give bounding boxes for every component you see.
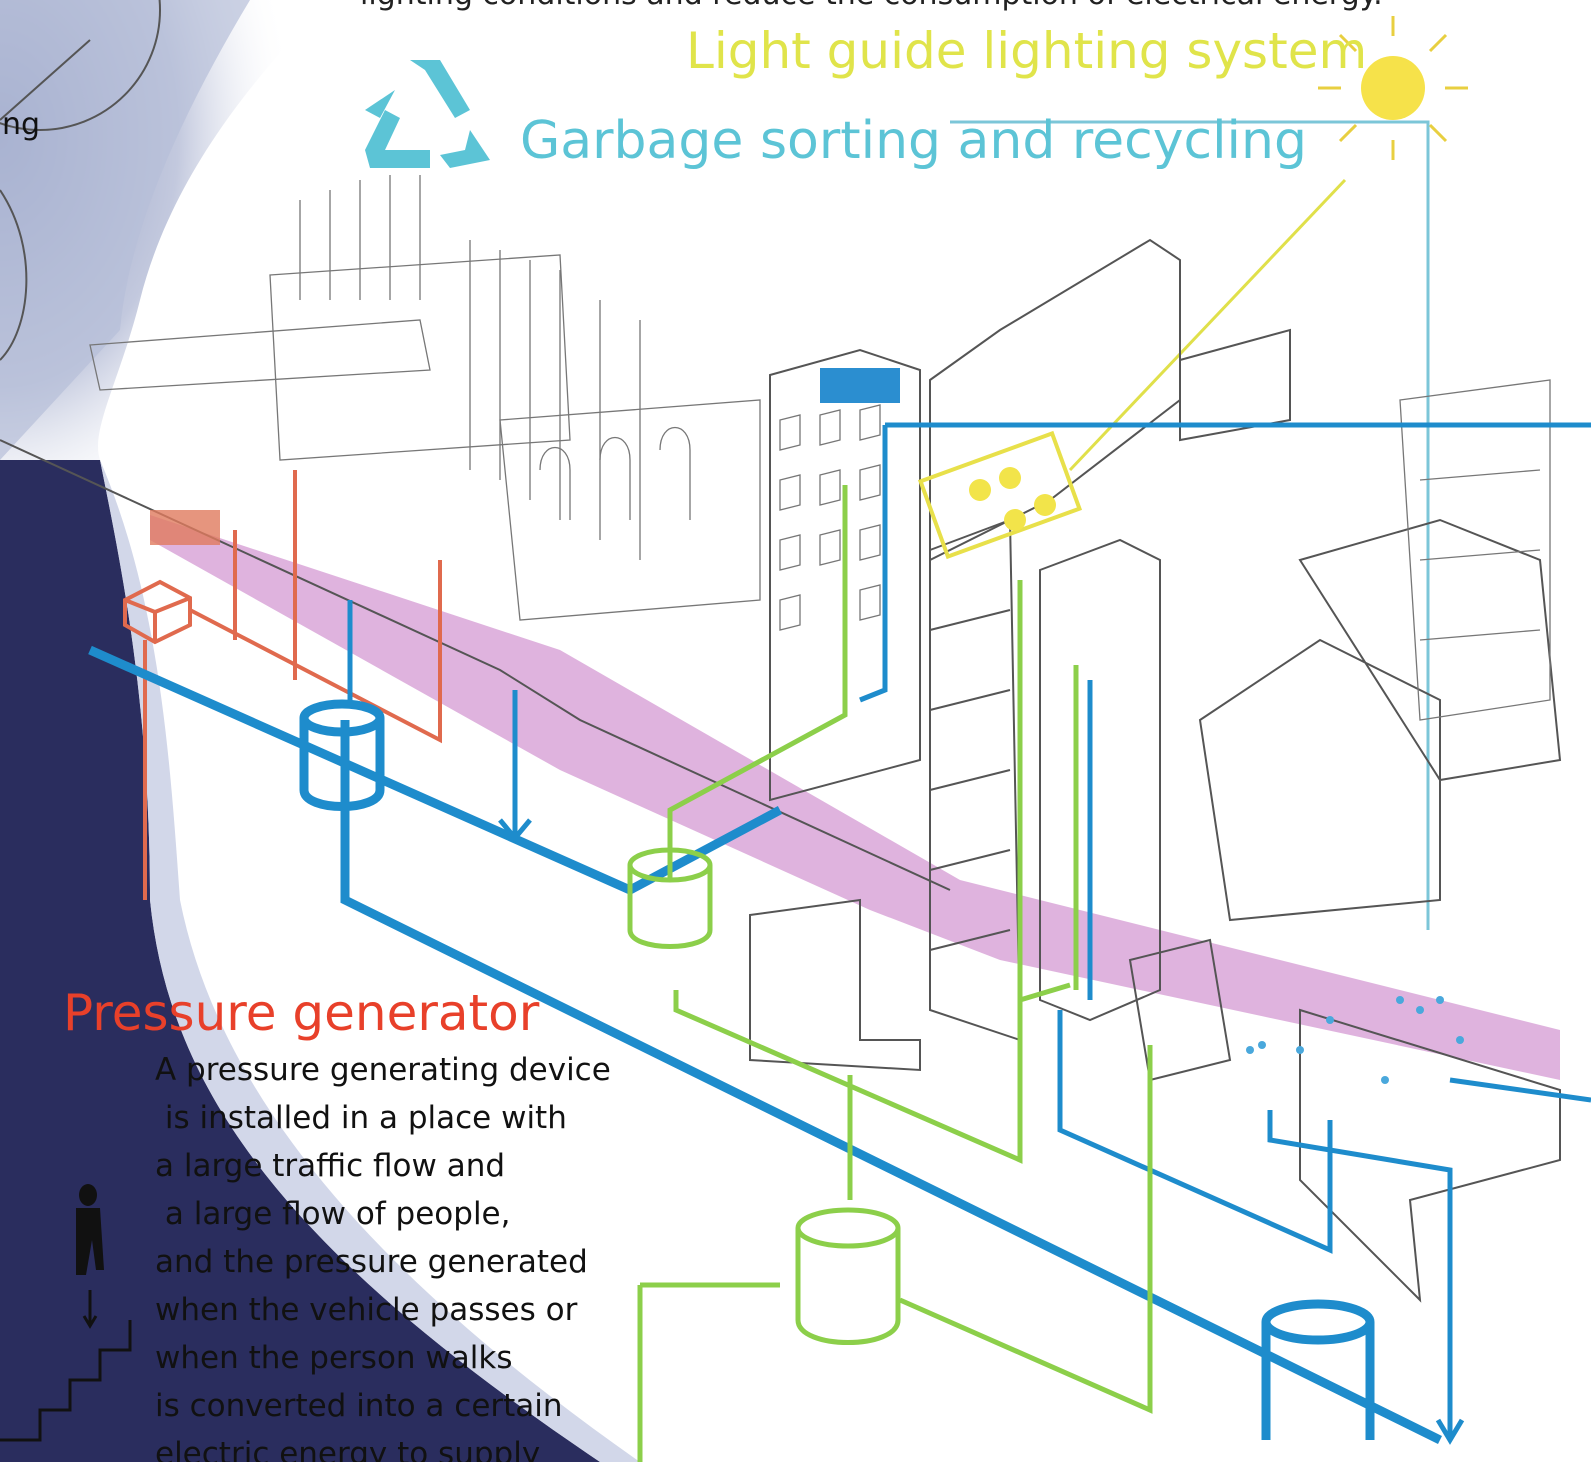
- description-line: and the pressure generated: [155, 1244, 588, 1280]
- pressure-title: Pressure generator: [63, 984, 540, 1042]
- top-text: lighting conditions and reduce the consu…: [360, 0, 1383, 12]
- page: {"header": {"top_text": "lighting condit…: [0, 0, 1591, 1462]
- scene: lighting conditions and reduce the consu…: [0, 0, 1591, 1462]
- description-line: when the person walks: [155, 1340, 512, 1376]
- light-guide-label: Light guide lighting system: [686, 22, 1367, 80]
- pressure-description: A pressure generating device is installe…: [155, 1052, 611, 1462]
- description-line: is installed in a place with: [155, 1100, 567, 1136]
- description-line: a large flow of people,: [155, 1196, 511, 1232]
- description-line: a large traffic flow and: [155, 1148, 505, 1184]
- description-line: electric energy to supply: [155, 1436, 540, 1462]
- garbage-label: Garbage sorting and recycling: [520, 111, 1307, 171]
- description-line: when the vehicle passes or: [155, 1292, 578, 1328]
- description-line: A pressure generating device: [155, 1052, 611, 1088]
- description-line: is converted into a certain: [155, 1388, 563, 1424]
- left-fragment: ng: [2, 107, 40, 142]
